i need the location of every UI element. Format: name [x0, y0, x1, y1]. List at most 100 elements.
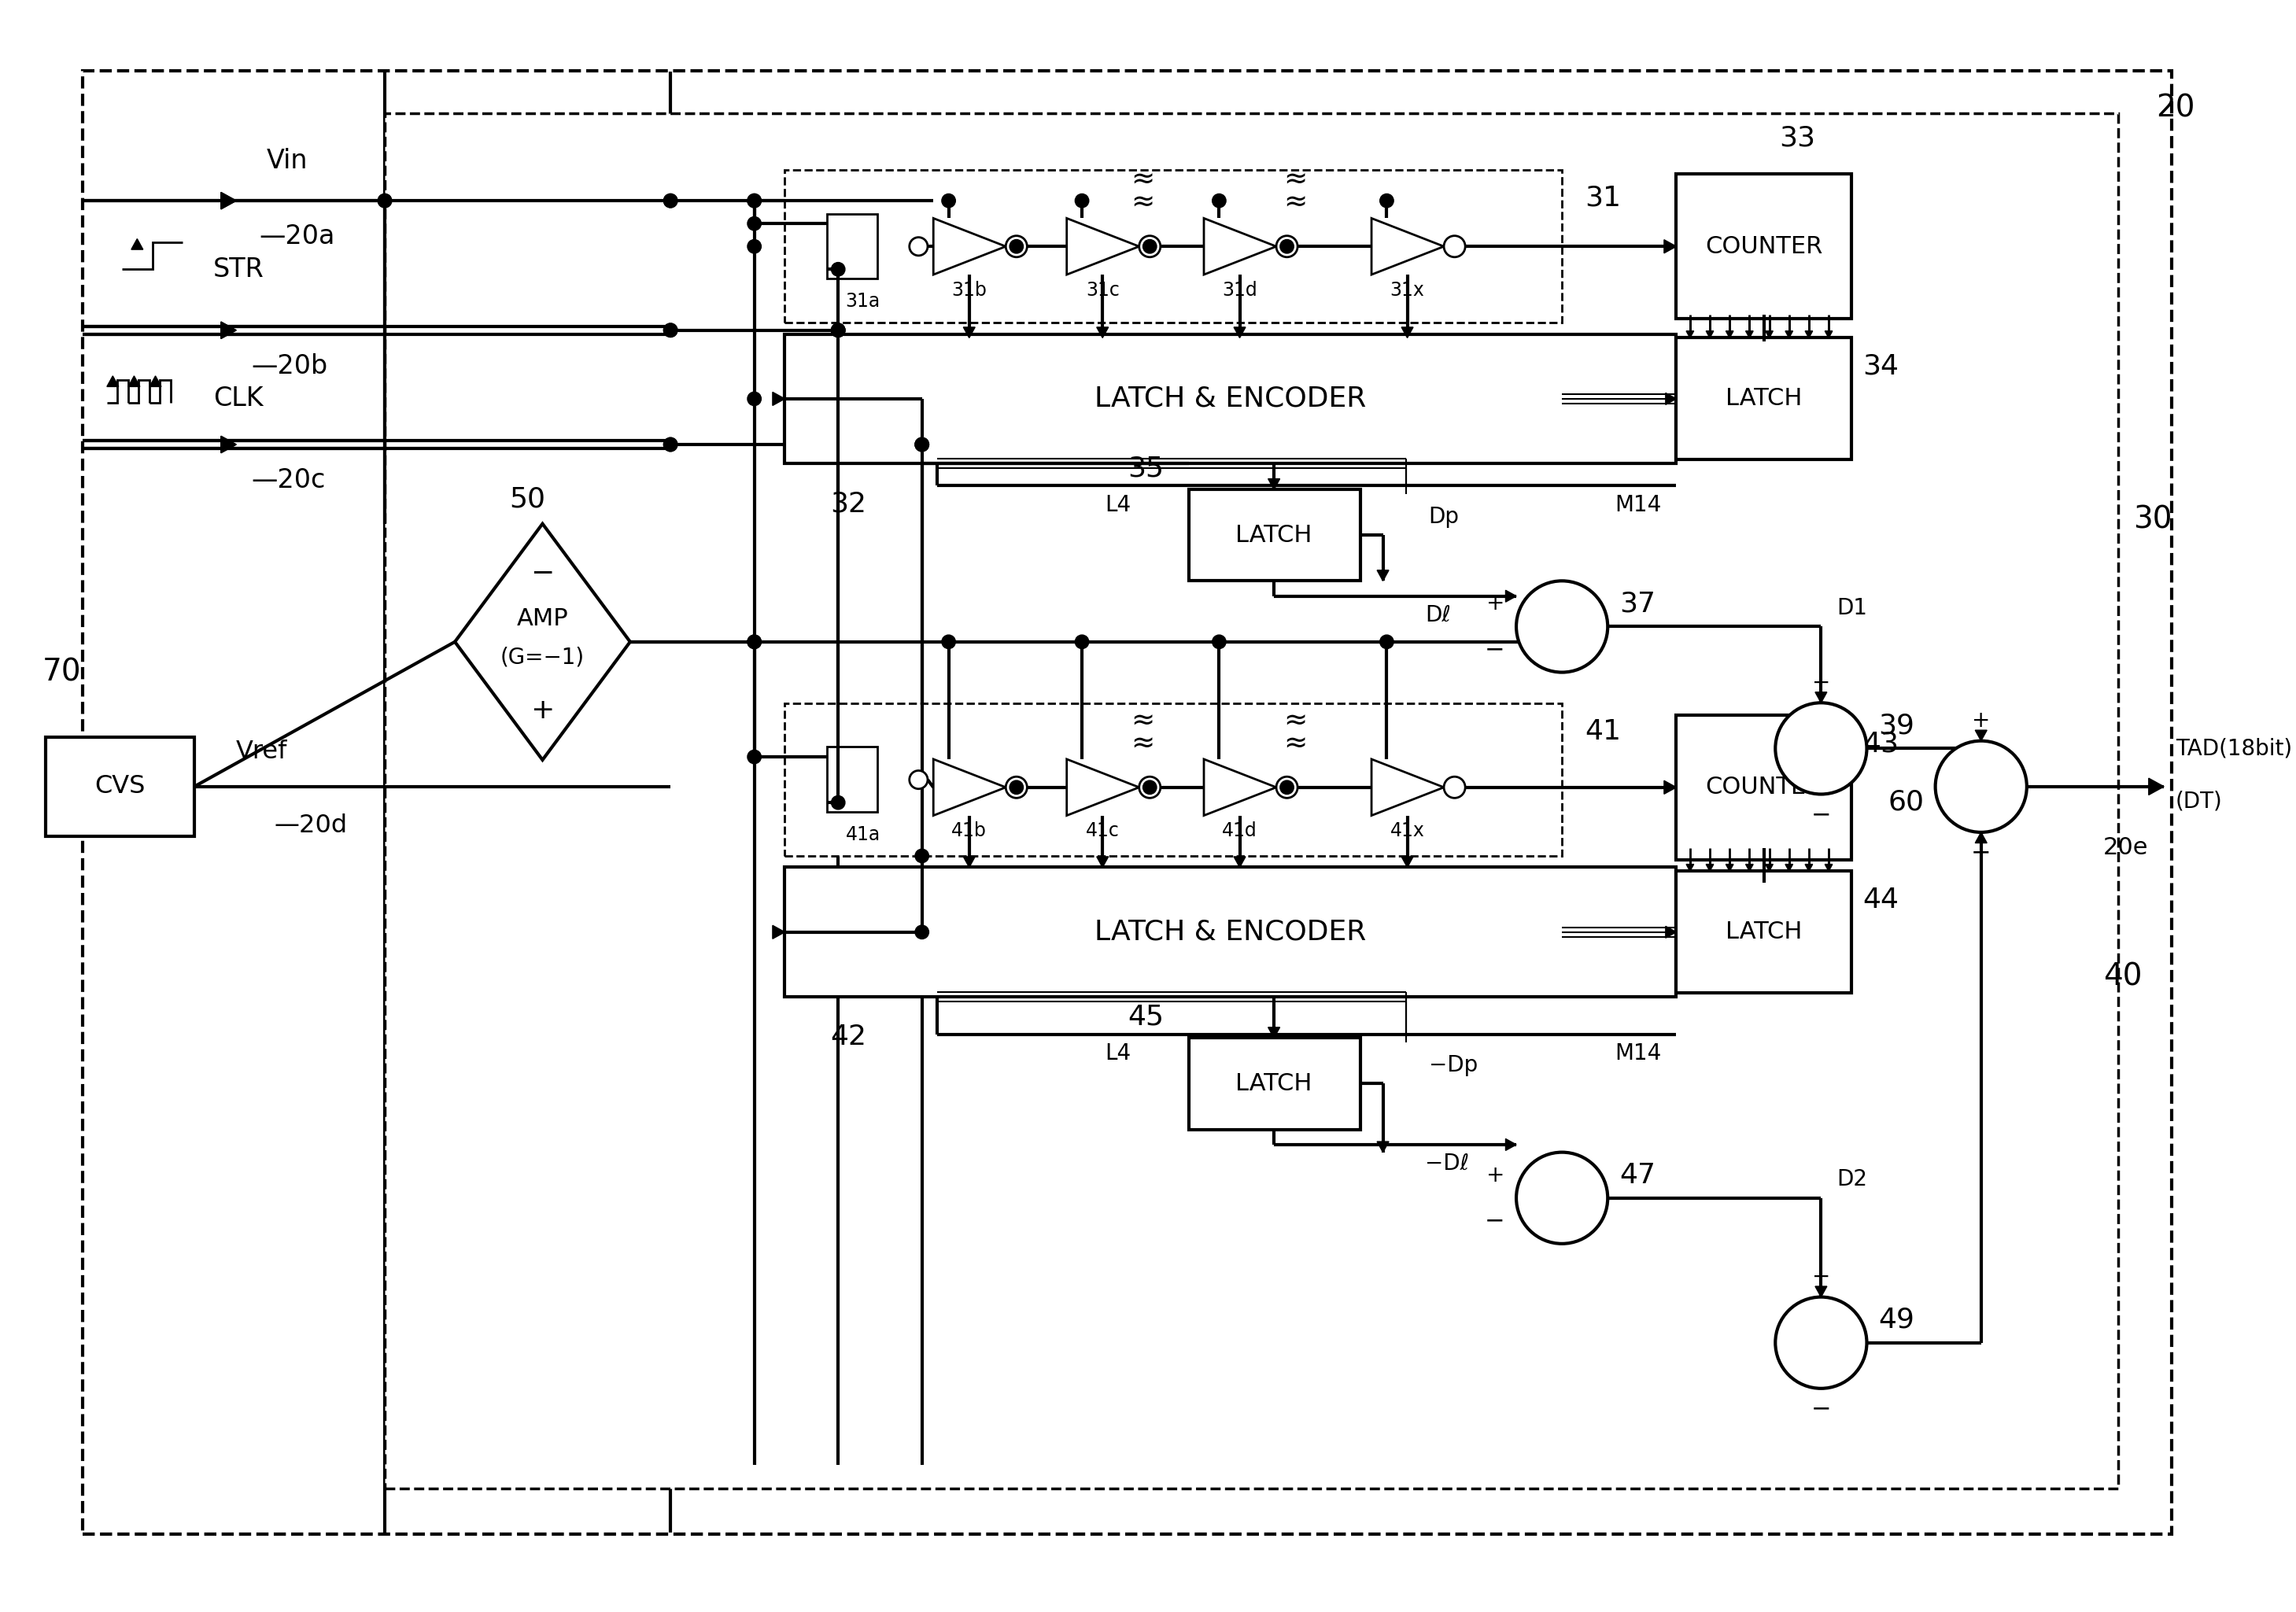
Polygon shape [1203, 759, 1277, 816]
Text: +: + [1548, 1182, 1577, 1215]
Text: (G=−1): (G=−1) [501, 646, 585, 667]
Text: LATCH: LATCH [1727, 387, 1802, 409]
Polygon shape [1506, 1138, 1515, 1151]
Circle shape [1515, 580, 1607, 672]
Polygon shape [1068, 218, 1139, 274]
Polygon shape [1805, 330, 1812, 339]
Polygon shape [1706, 864, 1713, 870]
Polygon shape [1745, 864, 1754, 870]
Text: ≈: ≈ [1132, 190, 1155, 216]
Text: +: + [1807, 732, 1837, 766]
Text: −: − [1812, 1398, 1832, 1420]
Circle shape [831, 263, 845, 276]
Text: 41b: 41b [951, 822, 987, 840]
Text: L4: L4 [1104, 493, 1132, 516]
Text: 31x: 31x [1389, 280, 1424, 300]
Text: LATCH & ENCODER: LATCH & ENCODER [1095, 385, 1366, 413]
Polygon shape [1506, 590, 1515, 601]
Bar [785, 334, 1676, 464]
Circle shape [379, 193, 393, 208]
Text: 33: 33 [1779, 124, 1816, 152]
Circle shape [831, 796, 845, 809]
Text: 20: 20 [2156, 93, 2195, 123]
Polygon shape [1816, 1286, 1828, 1298]
Text: 32: 32 [831, 490, 866, 517]
Polygon shape [1727, 330, 1733, 339]
Polygon shape [934, 218, 1006, 274]
Text: 70: 70 [41, 658, 80, 688]
Polygon shape [1401, 327, 1412, 339]
Circle shape [379, 193, 393, 208]
Text: +: + [1972, 709, 1991, 732]
Text: M14: M14 [1614, 493, 1660, 516]
Polygon shape [220, 437, 236, 453]
Bar [827, 214, 877, 279]
Text: 43: 43 [1862, 730, 1899, 758]
Circle shape [909, 771, 928, 788]
Circle shape [1212, 193, 1226, 208]
Polygon shape [964, 856, 976, 867]
Text: 60: 60 [1887, 788, 1924, 816]
Bar [1189, 1038, 1359, 1130]
Text: 44: 44 [1862, 887, 1899, 912]
Text: LATCH: LATCH [1727, 920, 1802, 943]
Polygon shape [1665, 393, 1676, 405]
Circle shape [1277, 235, 1297, 256]
Text: ≈: ≈ [1283, 730, 1306, 758]
Text: Dp: Dp [1428, 506, 1460, 527]
Text: 50: 50 [510, 485, 546, 513]
Bar [1676, 339, 1851, 459]
Circle shape [831, 324, 845, 337]
Polygon shape [1825, 864, 1832, 870]
Circle shape [1143, 240, 1157, 253]
Circle shape [664, 437, 677, 451]
Circle shape [664, 324, 677, 337]
Polygon shape [1727, 864, 1733, 870]
Text: 41d: 41d [1221, 822, 1258, 840]
Text: −: − [1486, 638, 1504, 661]
Polygon shape [1745, 330, 1754, 339]
Polygon shape [220, 322, 236, 339]
Circle shape [916, 925, 930, 938]
Circle shape [664, 437, 677, 451]
Circle shape [664, 324, 677, 337]
Circle shape [1444, 777, 1465, 798]
Text: 40: 40 [2103, 962, 2142, 991]
Polygon shape [1233, 327, 1244, 339]
Text: 20e: 20e [2103, 837, 2149, 859]
Circle shape [916, 850, 930, 862]
Circle shape [664, 193, 677, 208]
Text: 31d: 31d [1221, 280, 1258, 300]
Polygon shape [774, 925, 785, 938]
Polygon shape [1816, 692, 1828, 703]
Circle shape [1139, 777, 1159, 798]
Text: —20a: —20a [259, 224, 335, 250]
Text: (DT): (DT) [2174, 790, 2223, 812]
Polygon shape [220, 322, 236, 339]
Text: 45: 45 [1127, 1004, 1164, 1030]
Text: COUNTER: COUNTER [1706, 775, 1823, 798]
Circle shape [748, 635, 762, 648]
Polygon shape [1665, 927, 1676, 938]
Text: Dℓ: Dℓ [1426, 604, 1451, 625]
Circle shape [941, 635, 955, 648]
Text: —20d: —20d [273, 812, 347, 838]
Text: LATCH: LATCH [1235, 1072, 1313, 1095]
Text: +: + [530, 696, 553, 724]
Text: 47: 47 [1619, 1162, 1655, 1188]
Polygon shape [131, 239, 142, 250]
Circle shape [1380, 635, 1394, 648]
Polygon shape [1975, 832, 1986, 843]
Circle shape [1380, 193, 1394, 208]
Circle shape [1010, 240, 1024, 253]
Text: +: + [1486, 593, 1504, 614]
Text: TAD(18bit): TAD(18bit) [2174, 738, 2291, 759]
Bar [1189, 490, 1359, 580]
Polygon shape [1267, 1027, 1279, 1038]
Text: −: − [1970, 841, 1991, 864]
Circle shape [831, 324, 845, 337]
Circle shape [909, 237, 928, 256]
Polygon shape [455, 524, 629, 759]
Text: −: − [1486, 1209, 1504, 1232]
Text: +: + [1486, 1164, 1504, 1186]
